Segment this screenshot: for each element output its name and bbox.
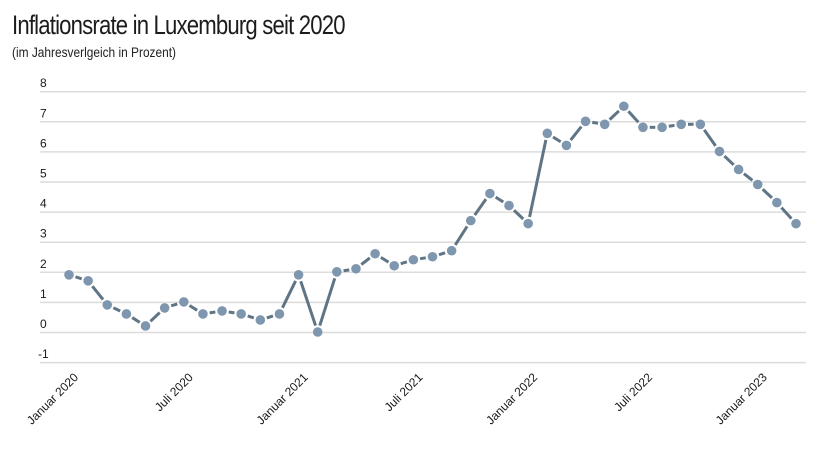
data-point bbox=[695, 119, 706, 130]
data-point bbox=[83, 276, 93, 286]
line-segment bbox=[400, 260, 408, 266]
data-point bbox=[619, 101, 629, 112]
data-point bbox=[102, 300, 113, 310]
line-segment bbox=[761, 188, 773, 199]
data-point bbox=[599, 119, 610, 130]
line-segment bbox=[723, 154, 735, 166]
y-tick-label: -1 bbox=[38, 347, 49, 361]
gridlines bbox=[40, 90, 806, 364]
line-segment bbox=[360, 256, 371, 266]
data-point bbox=[293, 270, 304, 280]
line-segment bbox=[149, 311, 161, 323]
line-segment bbox=[494, 195, 505, 204]
chart-title: Inflationsrate in Luxemburg seit 2020 bbox=[12, 10, 346, 40]
x-tick-label: Januar 2022 bbox=[483, 370, 540, 427]
line-segment bbox=[299, 280, 317, 327]
y-tick-label: 2 bbox=[40, 257, 47, 271]
data-point bbox=[733, 164, 744, 175]
y-tick-label: 8 bbox=[40, 76, 47, 90]
data-point bbox=[178, 297, 189, 307]
data-point bbox=[485, 188, 495, 199]
data-point bbox=[159, 303, 170, 313]
y-tick-label: 7 bbox=[40, 106, 47, 120]
data-point bbox=[255, 315, 266, 325]
x-tick-label: Juli 2020 bbox=[152, 370, 196, 414]
data-point bbox=[427, 251, 438, 262]
data-point bbox=[523, 218, 533, 229]
line-segment bbox=[703, 128, 717, 147]
line-segment bbox=[608, 109, 620, 121]
x-tick-label: Juli 2022 bbox=[611, 370, 655, 414]
y-tick-label: 1 bbox=[40, 287, 47, 301]
line-segment bbox=[569, 125, 583, 141]
data-point bbox=[657, 122, 667, 133]
line-segment bbox=[419, 256, 427, 261]
line-segment bbox=[627, 110, 640, 124]
line-segment bbox=[743, 172, 754, 182]
data-point bbox=[217, 306, 227, 316]
data-point bbox=[64, 270, 74, 280]
data-point bbox=[140, 321, 151, 331]
line-segment bbox=[247, 314, 255, 320]
data-point bbox=[752, 179, 763, 190]
data-point bbox=[274, 309, 285, 319]
line-segment bbox=[170, 302, 178, 308]
data-point bbox=[772, 197, 782, 208]
line-segment bbox=[112, 306, 121, 313]
line-segment bbox=[438, 251, 446, 257]
line-segment bbox=[228, 310, 235, 315]
line-segment bbox=[473, 198, 488, 216]
line-segment bbox=[281, 280, 297, 309]
line-segment bbox=[188, 304, 198, 312]
line-segment bbox=[75, 275, 83, 281]
line-segment bbox=[668, 123, 675, 128]
inflation-series bbox=[64, 101, 801, 337]
data-point bbox=[236, 309, 246, 319]
x-tick-label: Januar 2021 bbox=[254, 370, 311, 427]
x-tick-label: Januar 2020 bbox=[24, 370, 81, 427]
data-point bbox=[542, 128, 553, 139]
data-point bbox=[389, 260, 400, 271]
line-segment bbox=[592, 120, 599, 125]
line-segment bbox=[266, 314, 274, 320]
line-segment bbox=[552, 135, 562, 144]
line-segment bbox=[318, 277, 337, 326]
y-tick-label: 5 bbox=[40, 167, 47, 181]
line-segment bbox=[512, 209, 525, 221]
line-segment bbox=[780, 206, 793, 220]
y-tick-label: 3 bbox=[40, 227, 47, 241]
data-point bbox=[676, 119, 687, 130]
line-segment bbox=[131, 316, 141, 324]
data-point bbox=[446, 245, 457, 256]
x-axis-labels: Januar 2020 Juli 2020 Januar 2021 Juli 2021… bbox=[24, 370, 770, 427]
data-point bbox=[312, 327, 323, 337]
y-tick-label: 4 bbox=[40, 197, 47, 211]
line-segment bbox=[91, 285, 105, 301]
data-point bbox=[714, 146, 725, 157]
data-point bbox=[580, 116, 591, 127]
data-point bbox=[370, 248, 380, 259]
line-segment bbox=[343, 268, 350, 273]
data-point bbox=[121, 309, 132, 319]
data-point bbox=[351, 263, 361, 274]
data-point bbox=[638, 122, 648, 133]
data-point bbox=[408, 254, 419, 265]
line-segment bbox=[380, 256, 390, 264]
data-point bbox=[465, 215, 476, 226]
data-point bbox=[791, 218, 801, 229]
line-segment bbox=[454, 225, 469, 246]
data-point bbox=[561, 140, 572, 151]
x-tick-label: Januar 2023 bbox=[713, 370, 770, 427]
data-point bbox=[504, 200, 514, 211]
line-segment bbox=[209, 310, 216, 315]
y-tick-label: 0 bbox=[40, 317, 47, 331]
data-point bbox=[198, 309, 208, 319]
x-tick-label: Juli 2021 bbox=[382, 370, 426, 414]
y-tick-label: 6 bbox=[40, 136, 47, 150]
chart-subtitle: (im Jahresverlgeich in Prozent) bbox=[12, 44, 177, 60]
line-segment bbox=[528, 139, 548, 218]
data-point bbox=[332, 267, 342, 277]
y-axis-labels: 8 7 6 5 4 3 2 1 0 -1 bbox=[38, 76, 49, 361]
